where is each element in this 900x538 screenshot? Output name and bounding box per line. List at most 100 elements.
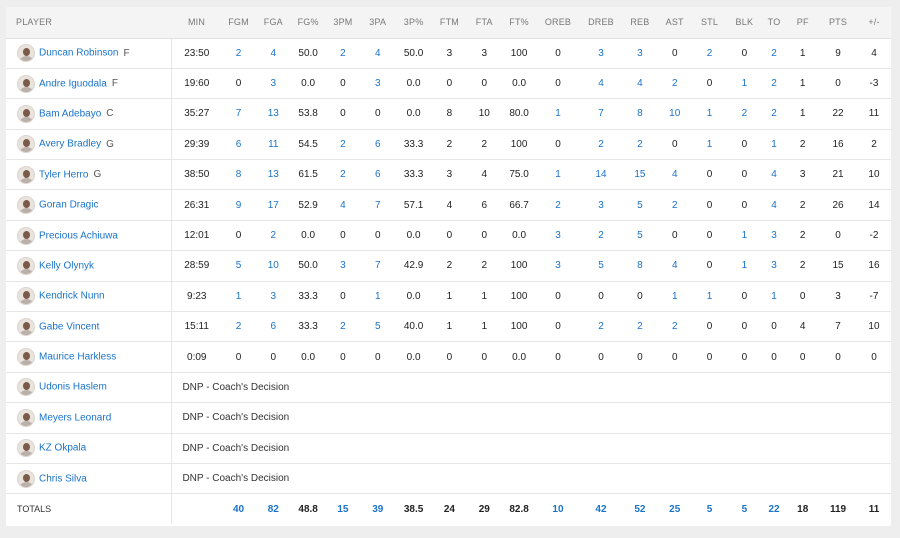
col-header-stl[interactable]: STL [692, 7, 727, 39]
stat-3pm[interactable]: 2 [325, 311, 361, 343]
player-name-link-duncan-robinson[interactable]: Duncan Robinson [39, 47, 119, 59]
col-header-3pm[interactable]: 3PM [325, 7, 361, 39]
stat-to[interactable]: 3 [761, 250, 787, 282]
total-3pa[interactable]: 39 [372, 503, 384, 515]
stat-3pa[interactable]: 4 [360, 38, 396, 69]
player-name-link-kelly-olynyk[interactable]: Kelly Olynyk [39, 260, 95, 272]
total-reb[interactable]: 52 [634, 503, 646, 515]
col-header-pts[interactable]: PTS [819, 7, 857, 39]
col-header-dreb[interactable]: DREB [579, 7, 623, 39]
player-name-link-avery-bradley[interactable]: Avery Bradley [39, 138, 102, 150]
stat-dreb[interactable]: 2 [579, 129, 623, 161]
stat-3pa[interactable]: 7 [360, 250, 396, 282]
stat-reb[interactable]: 15 [622, 159, 658, 191]
col-header-player[interactable]: PLAYER [6, 7, 172, 39]
total-stl[interactable]: 5 [706, 503, 713, 515]
stat-reb[interactable]: 5 [622, 189, 658, 221]
stat-3pm[interactable]: 4 [325, 189, 361, 221]
player-name-link-udonis-haslem[interactable]: Udonis Haslem [39, 381, 107, 393]
player-name-link-meyers-leonard[interactable]: Meyers Leonard [39, 412, 112, 424]
stat-fga[interactable]: 2 [255, 220, 291, 252]
stat-reb[interactable]: 8 [622, 250, 658, 282]
stat-dreb[interactable]: 5 [579, 250, 623, 282]
stat-reb[interactable]: 4 [622, 68, 658, 100]
total-3pm[interactable]: 15 [337, 503, 349, 515]
total-ast[interactable]: 25 [669, 503, 681, 515]
stat-3pa[interactable]: 1 [360, 281, 396, 313]
player-name-link-bam-adebayo[interactable]: Bam Adebayo [39, 108, 102, 120]
stat-oreb[interactable]: 1 [536, 98, 580, 130]
stat-reb[interactable]: 8 [622, 98, 658, 130]
col-header-ft-pct[interactable]: FT% [501, 7, 537, 39]
player-name-link-maurice-harkless[interactable]: Maurice Harkless [39, 351, 117, 363]
stat-stl[interactable]: 1 [692, 129, 727, 161]
col-header-3pa[interactable]: 3PA [360, 7, 396, 39]
stat-3pa[interactable]: 6 [360, 159, 396, 191]
stat-3pa[interactable]: 7 [360, 189, 396, 221]
col-header-oreb[interactable]: OREB [536, 7, 580, 39]
stat-fga[interactable]: 6 [255, 311, 291, 343]
stat-dreb[interactable]: 3 [579, 189, 623, 221]
stat-blk[interactable]: 2 [726, 98, 762, 130]
player-name-link-gabe-vincent[interactable]: Gabe Vincent [39, 321, 100, 333]
stat-ast[interactable]: 2 [657, 68, 693, 100]
stat-fga[interactable]: 3 [255, 68, 291, 100]
stat-to[interactable]: 1 [761, 281, 787, 313]
total-to[interactable]: 22 [768, 503, 780, 515]
stat-to[interactable]: 1 [761, 129, 787, 161]
col-header-to[interactable]: TO [761, 7, 787, 39]
stat-dreb[interactable]: 3 [579, 38, 623, 69]
player-name-link-tyler-herro[interactable]: Tyler Herro [39, 169, 89, 181]
stat-stl[interactable]: 1 [692, 281, 727, 313]
stat-blk[interactable]: 1 [726, 220, 762, 252]
player-name-link-chris-silva[interactable]: Chris Silva [39, 473, 87, 485]
stat-fga[interactable]: 4 [255, 38, 291, 69]
stat-3pm[interactable]: 2 [325, 129, 361, 161]
stat-fgm[interactable]: 1 [221, 281, 256, 313]
col-header-plus-minus[interactable]: +/- [856, 7, 891, 39]
col-header-pf[interactable]: PF [786, 7, 820, 39]
stat-oreb[interactable]: 1 [536, 159, 580, 191]
col-header-ftm[interactable]: FTM [432, 7, 467, 39]
total-oreb[interactable]: 10 [552, 503, 564, 515]
col-header-ast[interactable]: AST [657, 7, 693, 39]
stat-dreb[interactable]: 4 [579, 68, 623, 100]
stat-3pm[interactable]: 2 [325, 159, 361, 191]
col-header-fta[interactable]: FTA [466, 7, 502, 39]
stat-dreb[interactable]: 2 [579, 311, 623, 343]
stat-fgm[interactable]: 6 [221, 129, 256, 161]
player-name-link-precious-achiuwa[interactable]: Precious Achiuwa [39, 230, 118, 242]
stat-oreb[interactable]: 3 [536, 220, 580, 252]
stat-reb[interactable]: 2 [622, 311, 658, 343]
stat-fgm[interactable]: 8 [221, 159, 256, 191]
stat-reb[interactable]: 5 [622, 220, 658, 252]
stat-fgm[interactable]: 9 [221, 189, 256, 221]
stat-stl[interactable]: 2 [692, 38, 727, 69]
stat-oreb[interactable]: 2 [536, 189, 580, 221]
stat-to[interactable]: 2 [761, 98, 787, 130]
stat-fgm[interactable]: 2 [221, 311, 256, 343]
stat-fga[interactable]: 13 [255, 98, 291, 130]
total-dreb[interactable]: 42 [595, 503, 607, 515]
stat-3pm[interactable]: 3 [325, 250, 361, 282]
stat-3pa[interactable]: 6 [360, 129, 396, 161]
stat-ast[interactable]: 2 [657, 311, 693, 343]
stat-dreb[interactable]: 7 [579, 98, 623, 130]
col-header-min[interactable]: MIN [171, 7, 222, 39]
col-header-fg-pct[interactable]: FG% [290, 7, 326, 39]
stat-ast[interactable]: 4 [657, 159, 693, 191]
col-header-reb[interactable]: REB [622, 7, 658, 39]
stat-to[interactable]: 2 [761, 38, 787, 69]
stat-3pa[interactable]: 5 [360, 311, 396, 343]
stat-fga[interactable]: 11 [255, 129, 291, 161]
stat-ast[interactable]: 10 [657, 98, 693, 130]
player-name-link-goran-dragic[interactable]: Goran Dragic [39, 199, 99, 211]
stat-3pm[interactable]: 2 [325, 38, 361, 69]
col-header-3p-pct[interactable]: 3P% [395, 7, 433, 39]
stat-blk[interactable]: 1 [726, 68, 762, 100]
stat-fgm[interactable]: 7 [221, 98, 256, 130]
stat-3pa[interactable]: 3 [360, 68, 396, 100]
stat-dreb[interactable]: 2 [579, 220, 623, 252]
total-fgm[interactable]: 40 [232, 503, 245, 515]
stat-to[interactable]: 2 [761, 68, 787, 100]
